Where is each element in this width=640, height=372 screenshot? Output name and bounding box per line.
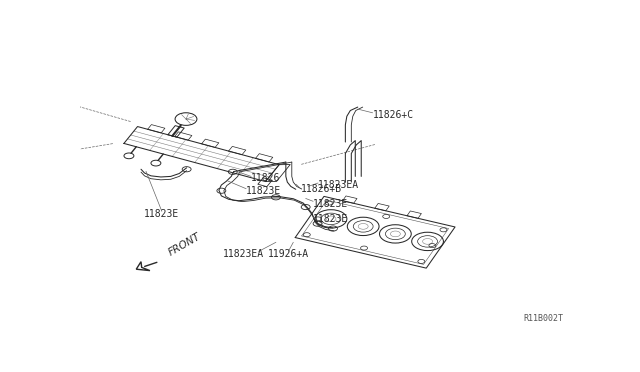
Text: 11926+A: 11926+A xyxy=(268,249,309,259)
Text: 11826+C: 11826+C xyxy=(372,110,414,120)
Text: 11823EA: 11823EA xyxy=(223,249,264,259)
Text: 11823EA: 11823EA xyxy=(318,180,359,190)
Text: 11823E: 11823E xyxy=(246,186,282,196)
Text: FRONT: FRONT xyxy=(167,232,202,258)
Text: 11826: 11826 xyxy=(251,173,280,183)
Text: 11823E: 11823E xyxy=(313,199,348,209)
Text: 11826+B: 11826+B xyxy=(301,184,342,194)
Text: 11823E: 11823E xyxy=(313,214,348,224)
Text: R11B002T: R11B002T xyxy=(524,314,564,323)
Text: 11823E: 11823E xyxy=(144,209,179,219)
